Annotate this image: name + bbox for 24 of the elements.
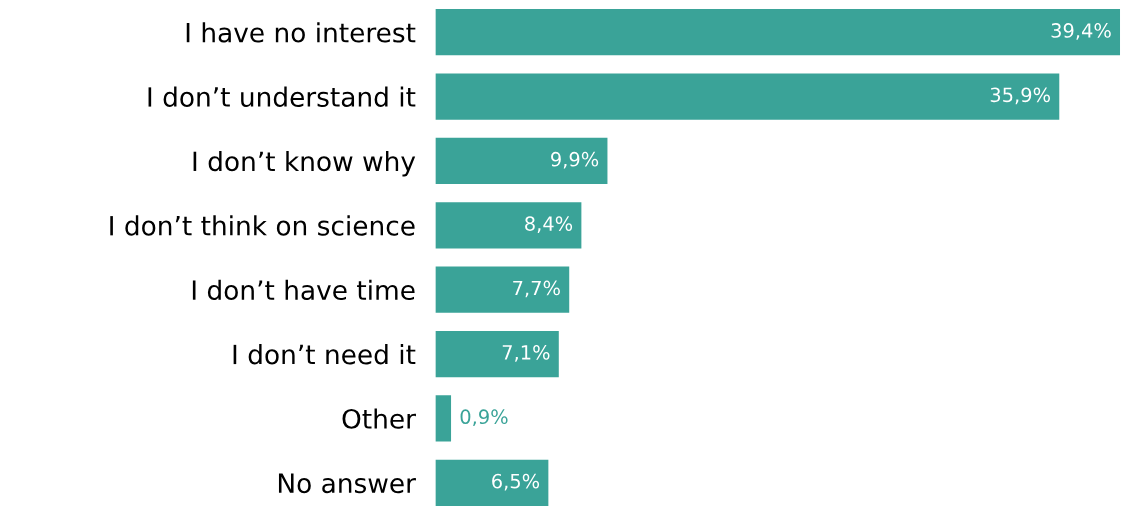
y-tick-label: I don’t know why: [193, 150, 416, 177]
y-tick-label: No answer: [278, 473, 416, 494]
data-label: 8,4%: [525, 216, 573, 233]
data-label: 39,4%: [1051, 23, 1111, 40]
y-tick-label: Other: [342, 408, 416, 429]
y-tick-label: I don’t understand it: [148, 86, 416, 107]
y-tick-label: I don’t have time: [192, 279, 415, 301]
y-tick-label: I don’t need it: [233, 344, 416, 365]
data-label: 7,1%: [502, 345, 550, 362]
bar: [435, 202, 582, 249]
y-tick-label: I have no interest: [186, 22, 416, 43]
data-label: 7,7%: [513, 280, 560, 298]
data-label: 9,9%: [551, 151, 599, 169]
bar: [435, 137, 608, 185]
data-label: 35,9%: [990, 87, 1050, 105]
bar: [435, 73, 1060, 120]
bar: [435, 459, 549, 506]
bar: [435, 9, 1121, 56]
bar: [435, 395, 452, 442]
bar: [435, 330, 559, 378]
y-tick-label: I don’t think on science: [110, 215, 415, 236]
bar: [435, 266, 570, 313]
data-label: 6,5%: [492, 473, 540, 491]
data-label: 0,9%: [460, 409, 508, 427]
